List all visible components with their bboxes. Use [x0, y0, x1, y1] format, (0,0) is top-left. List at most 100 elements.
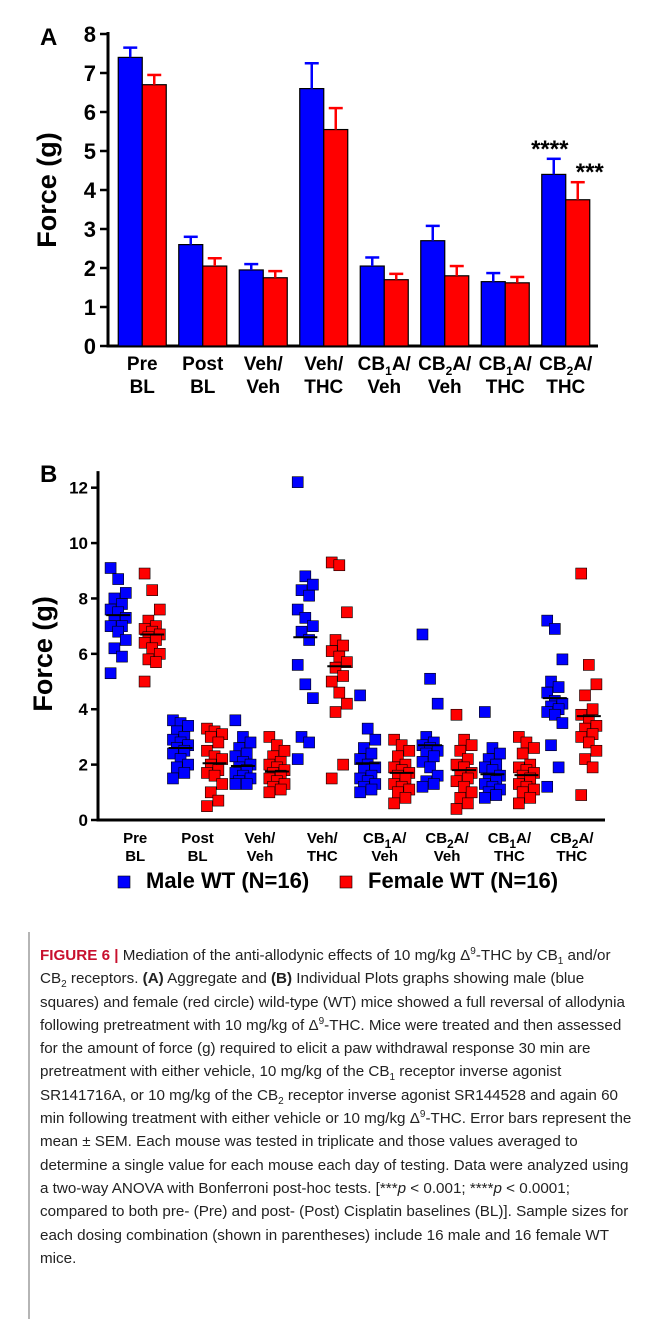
data-point [337, 670, 349, 682]
y-tick-label: 2 [84, 256, 96, 281]
data-point [167, 772, 179, 785]
x-tick-label: Pre [123, 830, 147, 847]
data-point [450, 803, 463, 815]
data-point [274, 783, 287, 796]
bar [359, 265, 385, 347]
data-point [204, 786, 217, 799]
x-tick-label: Veh/ [304, 354, 344, 375]
x-tick-label: Veh [246, 377, 280, 398]
data-point [454, 744, 467, 757]
x-tick-label: Post [181, 830, 214, 847]
caption-segment: Aggregate and [163, 970, 271, 988]
data-point [341, 697, 353, 710]
data-point [333, 559, 346, 572]
data-point [583, 736, 595, 749]
caption-segment: receptors. [66, 970, 143, 988]
data-point [307, 620, 319, 632]
data-point [278, 744, 291, 757]
legend-swatch [339, 875, 353, 889]
data-point [303, 736, 315, 749]
data-point [229, 714, 242, 727]
data-point [329, 661, 342, 674]
data-point [579, 753, 591, 765]
data-point [583, 659, 595, 671]
data-point [216, 778, 228, 790]
data-point [431, 697, 444, 710]
data-point [541, 780, 554, 793]
data-point [354, 689, 366, 702]
panel-b-label: B [40, 461, 57, 488]
y-tick-label: 6 [79, 645, 88, 664]
legend-label: Male WT (N=16) [146, 868, 309, 893]
data-point [361, 722, 374, 735]
x-tick-label: CB1A/ [363, 830, 407, 851]
x-tick-label: THC [556, 848, 587, 865]
data-point [556, 717, 569, 729]
caption-segment: p [397, 1179, 407, 1197]
data-point [178, 767, 191, 779]
data-point [208, 769, 221, 782]
data-point [244, 736, 257, 749]
data-point [212, 794, 225, 807]
data-point [416, 780, 429, 793]
data-point [325, 772, 338, 785]
y-tick-label: 4 [79, 700, 89, 719]
x-tick-label: Veh [247, 848, 274, 865]
data-point [575, 789, 588, 801]
data-point [549, 708, 561, 721]
data-point [479, 792, 491, 804]
data-point [516, 747, 529, 760]
data-point [329, 706, 342, 718]
data-point [116, 650, 128, 663]
data-point [462, 797, 474, 810]
data-point [263, 731, 276, 743]
data-point [307, 692, 319, 704]
caption-segment: 1 [557, 956, 564, 968]
data-point [579, 689, 591, 702]
caption-segment: 9 [318, 1015, 325, 1027]
data-point [119, 587, 132, 599]
data-point [229, 778, 242, 790]
y-tick-label: 12 [69, 479, 88, 498]
bar [178, 244, 204, 347]
x-tick-label: BL [188, 848, 208, 865]
y-axis-label: Force (g) [28, 596, 58, 712]
data-point [465, 786, 478, 799]
caption-segment: 2 [278, 1095, 284, 1107]
y-tick-label: 8 [79, 589, 88, 608]
x-tick-label: CB2A/ [539, 354, 593, 378]
bar [504, 282, 530, 347]
data-point [399, 792, 412, 804]
data-point [365, 747, 378, 760]
caption-border [28, 932, 650, 1319]
x-tick-label: THC [494, 848, 525, 865]
data-point [490, 789, 503, 801]
data-point [299, 612, 312, 624]
caption-segment: Individual Plots graphs showing male (bl… [40, 970, 625, 1034]
data-point [586, 703, 599, 716]
panel-a-label: A [40, 24, 57, 51]
bar [202, 265, 228, 347]
y-tick-label: 0 [79, 811, 88, 830]
x-tick-label: THC [486, 377, 525, 398]
data-point [341, 656, 353, 668]
caption-segment: (A) [142, 970, 164, 988]
data-point [299, 678, 312, 691]
data-point [240, 778, 253, 790]
x-tick-label: CB2A/ [550, 830, 594, 851]
data-point [333, 686, 346, 699]
bar [480, 281, 506, 347]
caption-segment: receptor inverse agonist SR144528 and ag… [40, 1086, 618, 1128]
data-point [424, 672, 436, 685]
x-tick-label: Veh/ [307, 830, 339, 847]
x-tick-label: CB2A/ [418, 354, 472, 378]
bar [420, 240, 446, 347]
y-axis-label: Force (g) [32, 132, 62, 248]
caption-segment: -THC by CB [475, 947, 558, 964]
x-tick-label: BL [125, 848, 145, 865]
caption-segment: -THC. Mice were treated and then assesse… [40, 1016, 622, 1081]
data-point [369, 733, 382, 746]
caption-segment: < 0.0001; compared to both pre- (Pre) an… [40, 1179, 629, 1267]
caption-segment: 9 [470, 945, 476, 957]
data-point [575, 567, 588, 580]
